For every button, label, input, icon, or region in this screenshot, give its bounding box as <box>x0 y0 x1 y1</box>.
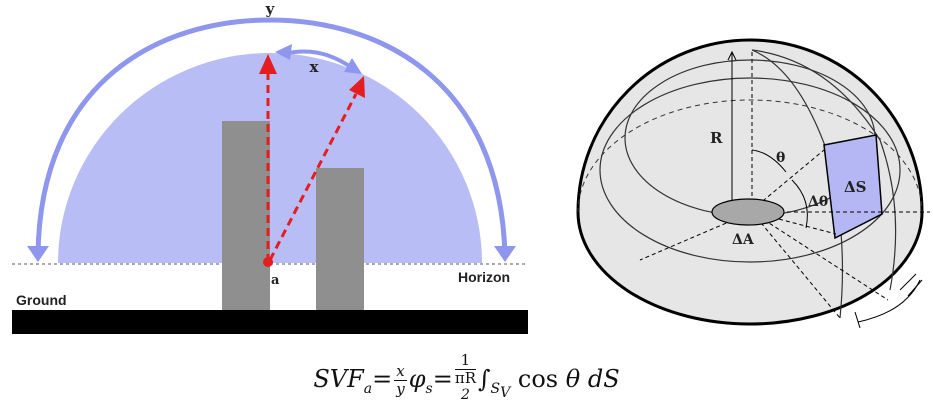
outer-tick-1 <box>899 273 917 291</box>
ray-down <box>751 211 841 319</box>
outer-tick-2 <box>907 279 923 297</box>
label-R: R <box>710 129 723 147</box>
ray-vertical-head <box>259 54 277 74</box>
svf-formula: SVFa= x y φs= 1 πR 2 ∫SV cos θ dS <box>0 352 933 409</box>
ray-oblique <box>268 93 358 261</box>
dtheta-arc <box>791 179 808 229</box>
arc-x-right-arrowhead <box>344 58 362 74</box>
building-short <box>316 168 364 310</box>
formula-eq1: = <box>372 365 393 393</box>
formula-phi: φs <box>408 365 433 397</box>
point-a <box>263 257 273 267</box>
formula-eq2: = <box>432 365 453 393</box>
ray-back-left <box>639 211 753 261</box>
label-y: y <box>265 0 276 18</box>
disc-dA <box>711 198 785 226</box>
radius-top-arrow <box>727 50 737 61</box>
left-figure: y x a Horizon Ground <box>12 0 528 334</box>
formula-int-sub: SV <box>490 380 511 401</box>
formula-theta: θ <box>565 365 581 393</box>
latitude-circle-mid <box>599 77 901 263</box>
theta-arc <box>751 149 787 173</box>
equator-front <box>577 211 923 325</box>
label-a: a <box>271 273 280 288</box>
ray-to-rim <box>751 211 889 301</box>
right-figure: R θ Δθ ΔS ΔA <box>576 38 930 329</box>
arc-x-left-arrowhead <box>275 44 292 60</box>
label-dS: ΔS <box>844 178 866 196</box>
view-arc-y <box>35 17 508 256</box>
label-dtheta: Δθ <box>808 194 828 210</box>
label-dA: ΔA <box>732 232 755 248</box>
arc-left-arrowhead <box>27 246 49 262</box>
meridian-1 <box>751 49 897 291</box>
label-horizon: Horizon <box>458 269 510 285</box>
formula-frac-piR: 1 πR 2 <box>454 351 476 403</box>
formula-integral: ∫ <box>478 365 491 393</box>
formula-dS: dS <box>587 365 620 393</box>
arc-right-arrowhead <box>494 246 516 262</box>
building-tall <box>222 121 270 310</box>
outer-tick-3 <box>854 311 861 329</box>
ray-oblique-head <box>349 76 365 98</box>
label-x: x <box>310 58 320 76</box>
label-theta: θ <box>776 150 785 166</box>
ground-bar <box>12 310 528 334</box>
formula-cos: cos <box>517 365 559 393</box>
label-ground: Ground <box>16 292 67 308</box>
formula-lhs: SVFa <box>313 365 373 397</box>
